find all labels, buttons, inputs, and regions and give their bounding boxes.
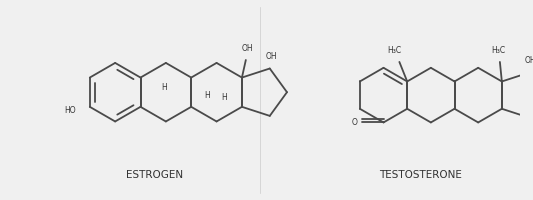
Text: H: H bbox=[161, 83, 167, 92]
Text: OH: OH bbox=[242, 44, 254, 53]
Text: ESTROGEN: ESTROGEN bbox=[126, 170, 183, 180]
Text: H₃C: H₃C bbox=[491, 46, 505, 55]
Text: H₃C: H₃C bbox=[387, 46, 401, 55]
Text: OH: OH bbox=[525, 56, 533, 65]
Text: TESTOSTERONE: TESTOSTERONE bbox=[379, 170, 462, 180]
Text: H: H bbox=[204, 91, 209, 100]
Text: HO: HO bbox=[64, 106, 76, 115]
Text: H: H bbox=[222, 93, 227, 102]
Text: OH: OH bbox=[266, 52, 278, 61]
Text: O: O bbox=[351, 118, 357, 127]
